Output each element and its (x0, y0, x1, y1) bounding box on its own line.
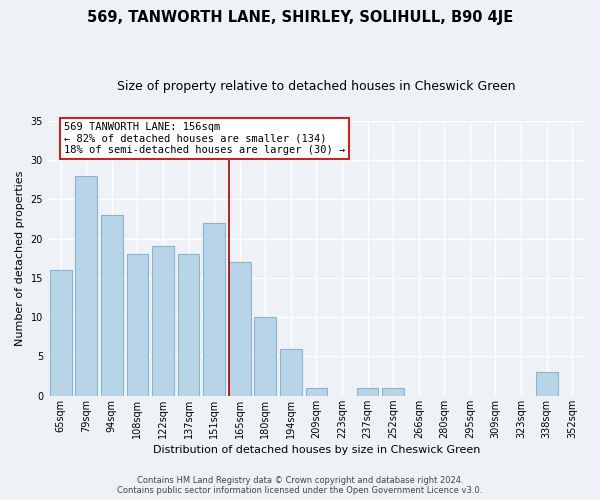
Bar (229, 262, 251, 396)
Bar (280, 348, 302, 396)
Bar (101, 215, 123, 396)
Bar (357, 388, 379, 396)
Bar (127, 254, 148, 396)
Text: 569 TANWORTH LANE: 156sqm
← 82% of detached houses are smaller (134)
18% of semi: 569 TANWORTH LANE: 156sqm ← 82% of detac… (64, 122, 345, 155)
Bar (254, 317, 276, 396)
Title: Size of property relative to detached houses in Cheswick Green: Size of property relative to detached ho… (117, 80, 516, 93)
Bar (50, 270, 71, 396)
X-axis label: Distribution of detached houses by size in Cheswick Green: Distribution of detached houses by size … (153, 445, 480, 455)
Bar (382, 388, 404, 396)
Bar (305, 388, 328, 396)
Y-axis label: Number of detached properties: Number of detached properties (15, 170, 25, 346)
Text: Contains HM Land Registry data © Crown copyright and database right 2024.
Contai: Contains HM Land Registry data © Crown c… (118, 476, 482, 495)
Bar (76, 176, 97, 396)
Bar (152, 246, 174, 396)
Bar (536, 372, 557, 396)
Bar (203, 223, 225, 396)
Bar (178, 254, 199, 396)
Text: 569, TANWORTH LANE, SHIRLEY, SOLIHULL, B90 4JE: 569, TANWORTH LANE, SHIRLEY, SOLIHULL, B… (87, 10, 513, 25)
